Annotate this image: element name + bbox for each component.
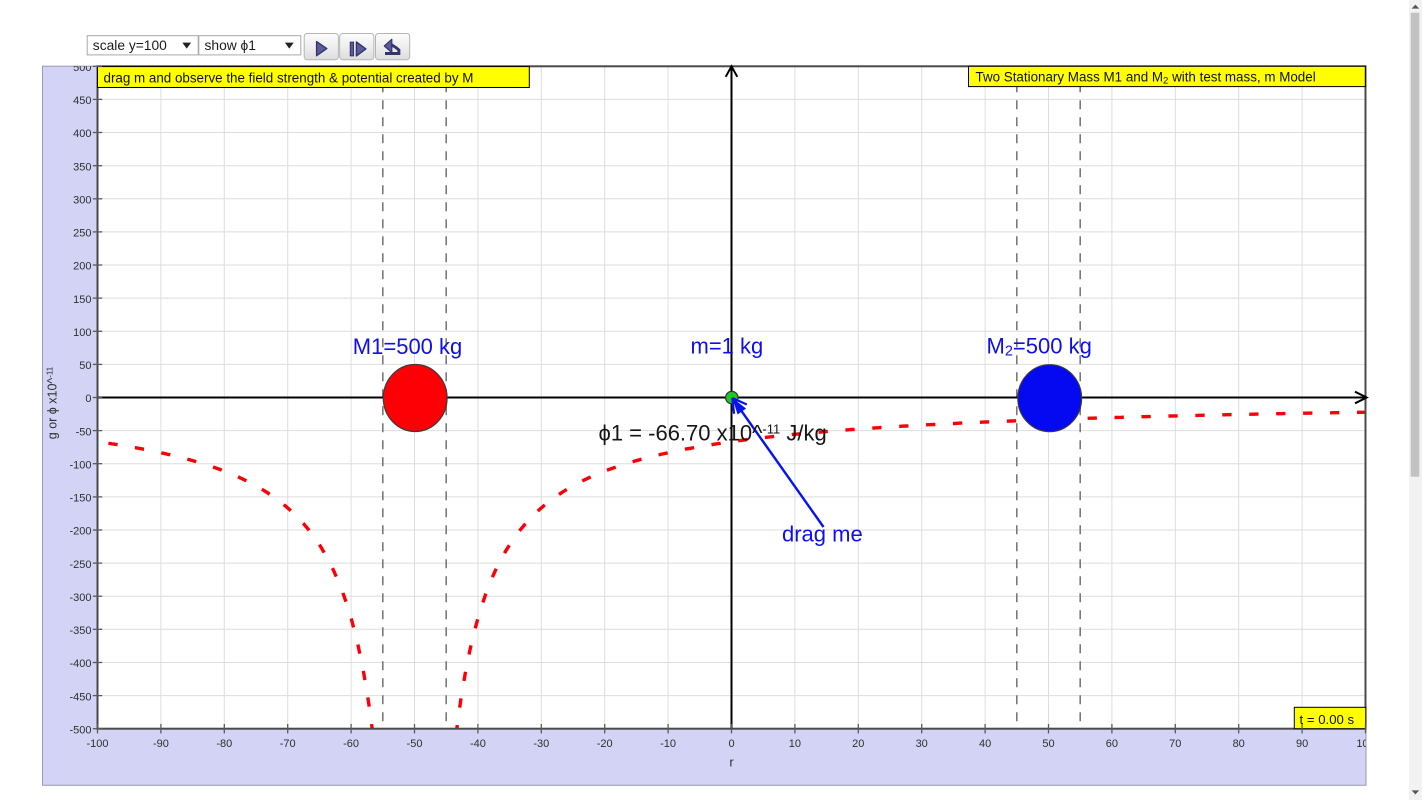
svg-text:drag m and observe the field s: drag m and observe the field strength & … (104, 70, 474, 85)
svg-text:-500: -500 (69, 724, 91, 736)
svg-text:90: 90 (1296, 738, 1308, 750)
svg-text:400: 400 (73, 128, 91, 140)
svg-text:-30: -30 (533, 738, 549, 750)
svg-text:-50: -50 (407, 738, 423, 750)
svg-text:M2=500 kg: M2=500 kg (987, 333, 1092, 359)
svg-text:60: 60 (1106, 738, 1118, 750)
svg-text:-150: -150 (69, 493, 91, 505)
svg-text:0: 0 (728, 738, 734, 750)
svg-text:-350: -350 (69, 625, 91, 637)
svg-text:m=1 kg: m=1 kg (691, 334, 764, 359)
svg-text:scale y=100: scale y=100 (93, 38, 167, 53)
svg-text:10: 10 (789, 738, 801, 750)
svg-text:-300: -300 (69, 592, 91, 604)
svg-text:show ϕ1: show ϕ1 (205, 38, 256, 53)
svg-text:-450: -450 (69, 691, 91, 703)
svg-text:350: 350 (73, 161, 91, 173)
svg-text:-400: -400 (69, 658, 91, 670)
svg-text:-90: -90 (153, 738, 169, 750)
svg-text:-80: -80 (216, 738, 232, 750)
svg-text:-100: -100 (69, 459, 91, 471)
svg-text:-20: -20 (597, 738, 613, 750)
svg-text:drag me: drag me (782, 522, 863, 547)
svg-text:ϕ1 = -66.70 x10^-11 J/kg: ϕ1 = -66.70 x10^-11 J/kg (599, 421, 827, 446)
svg-text:80: 80 (1233, 738, 1245, 750)
svg-text:70: 70 (1169, 738, 1181, 750)
svg-text:g or ϕ x10^-11: g or ϕ x10^-11 (46, 366, 60, 439)
svg-text:-250: -250 (69, 559, 91, 571)
svg-text:-100: -100 (86, 738, 108, 750)
svg-text:200: 200 (73, 261, 91, 273)
svg-text:-10: -10 (660, 738, 676, 750)
svg-text:30: 30 (916, 738, 928, 750)
svg-text:-200: -200 (69, 526, 91, 538)
svg-text:Two Stationary Mass M1 and M2: Two Stationary Mass M1 and M2 with test … (976, 70, 1316, 87)
svg-text:r: r (729, 755, 734, 770)
svg-text:-40: -40 (470, 738, 486, 750)
svg-text:t = 0.00 s: t = 0.00 s (1300, 712, 1355, 727)
svg-text:250: 250 (73, 228, 91, 240)
svg-text:M1=500 kg: M1=500 kg (353, 334, 462, 359)
svg-text:-50: -50 (76, 426, 92, 438)
svg-text:300: 300 (73, 195, 91, 207)
svg-text:0: 0 (85, 393, 91, 405)
svg-text:100: 100 (73, 327, 91, 339)
svg-text:-60: -60 (343, 738, 359, 750)
svg-text:-70: -70 (280, 738, 296, 750)
svg-text:40: 40 (979, 738, 991, 750)
svg-text:20: 20 (852, 738, 864, 750)
svg-text:500: 500 (73, 62, 91, 74)
svg-text:100: 100 (1356, 738, 1374, 750)
svg-text:150: 150 (73, 294, 91, 306)
svg-text:50: 50 (79, 360, 91, 372)
svg-text:450: 450 (73, 95, 91, 107)
svg-text:50: 50 (1042, 738, 1054, 750)
